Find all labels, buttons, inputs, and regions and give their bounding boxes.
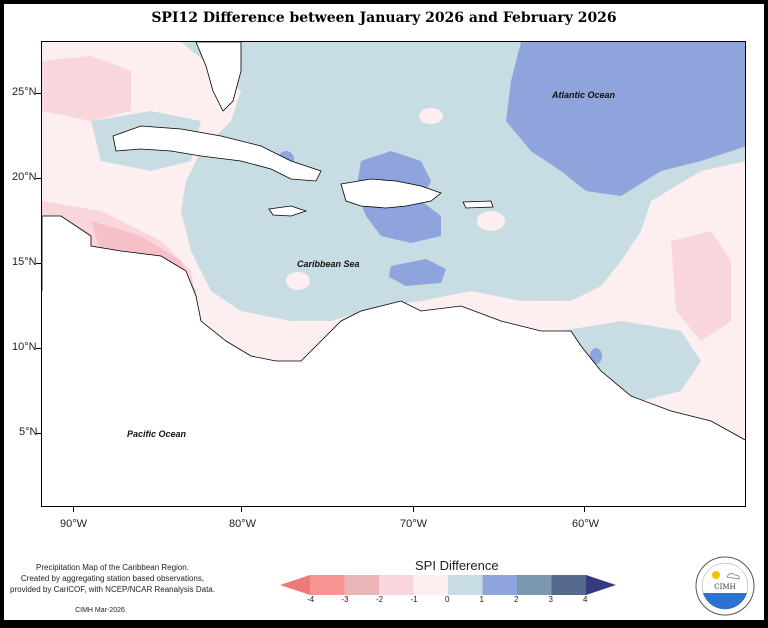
colorbar-bin [379, 575, 414, 595]
cuba [112, 125, 322, 182]
credit: CIMH Mar-2026 [75, 607, 125, 614]
lon-label: 90°W [60, 518, 88, 530]
puerto-rico [462, 200, 494, 209]
hispaniola [340, 178, 442, 209]
lat-label: 10°N [12, 341, 37, 353]
colorbar-tick-label: 3 [548, 595, 553, 604]
map-title: SPI12 Difference between January 2026 an… [151, 10, 617, 26]
region-blue-trinidad [590, 348, 602, 364]
lat-tick [36, 178, 41, 179]
lon-label: 60°W [572, 518, 600, 530]
colorbar-bin [310, 575, 345, 595]
footnote-line: Created by aggregating station based obs… [20, 574, 205, 583]
colorbar-bin [517, 575, 552, 595]
region-pink-e [671, 231, 731, 341]
colorbar-bin [344, 575, 380, 595]
colorbar-tick-label: 2 [514, 595, 519, 604]
lat-tick [36, 348, 41, 349]
lon-tick [73, 507, 74, 512]
colorbar-tick-label: -1 [410, 595, 418, 604]
colorbar-bin [448, 575, 483, 595]
region-blue-central [389, 259, 446, 286]
map-canvas: Atlantic Ocean Caribbean Sea Pacific Oce… [42, 42, 745, 506]
lat-label: 5°N [19, 426, 38, 438]
lon-label: 70°W [400, 518, 428, 530]
cloud-icon [726, 573, 740, 580]
legend-title: SPI Difference [415, 558, 499, 573]
colorbar-tick-label: -4 [307, 595, 315, 604]
region-pink-nw [42, 56, 131, 121]
colorbar [280, 575, 616, 595]
caribbean-sea-label: Caribbean Sea [297, 259, 360, 269]
atlantic-ocean-label: Atlantic Ocean [551, 90, 616, 100]
spi-map: Atlantic Ocean Caribbean Sea Pacific Oce… [41, 41, 746, 507]
lat-tick [36, 433, 41, 434]
lon-tick [241, 507, 242, 512]
lat-tick [36, 93, 41, 94]
sun-icon [712, 571, 720, 579]
region-blue-atlantic [506, 42, 745, 196]
region-near-zero [477, 211, 505, 231]
footnote-line: Precipitation Map of the Caribbean Regio… [36, 563, 189, 572]
region-near-zero [419, 108, 443, 124]
water-icon [703, 593, 747, 610]
lat-label: 20°N [12, 171, 37, 183]
footnote: Precipitation Map of the Caribbean Regio… [5, 562, 220, 595]
lat-label: 15°N [12, 256, 37, 268]
colorbar-tick-label: -2 [376, 595, 384, 604]
colorbar-bin [551, 575, 587, 595]
footnote-line: provided by CariCOF, with NCEP/NCAR Rean… [10, 585, 215, 594]
pacific-ocean-label: Pacific Ocean [127, 429, 187, 439]
lat-tick [36, 263, 41, 264]
cimh-logo: CIMH [695, 556, 755, 616]
jamaica [268, 205, 308, 217]
colorbar-tick-label: -3 [341, 595, 349, 604]
lon-label: 80°W [229, 518, 257, 530]
colorbar-bin [413, 575, 449, 595]
lon-tick [413, 507, 414, 512]
colorbar-bin [482, 575, 518, 595]
lat-label: 25°N [12, 86, 37, 98]
colorbar-tick-label: 0 [445, 595, 450, 604]
pacific-no-data [42, 291, 281, 506]
lon-tick [584, 507, 585, 512]
colorbar-tick-label: 4 [583, 595, 588, 604]
colorbar-tick-label: 1 [479, 595, 484, 604]
florida [195, 42, 242, 112]
logo-text: CIMH [714, 583, 735, 591]
colorbar-arrow-low [280, 575, 310, 595]
region-near-zero [286, 272, 310, 290]
land-masses [42, 42, 745, 506]
region-near-zero [183, 93, 219, 109]
colorbar-arrow-high [586, 575, 616, 595]
